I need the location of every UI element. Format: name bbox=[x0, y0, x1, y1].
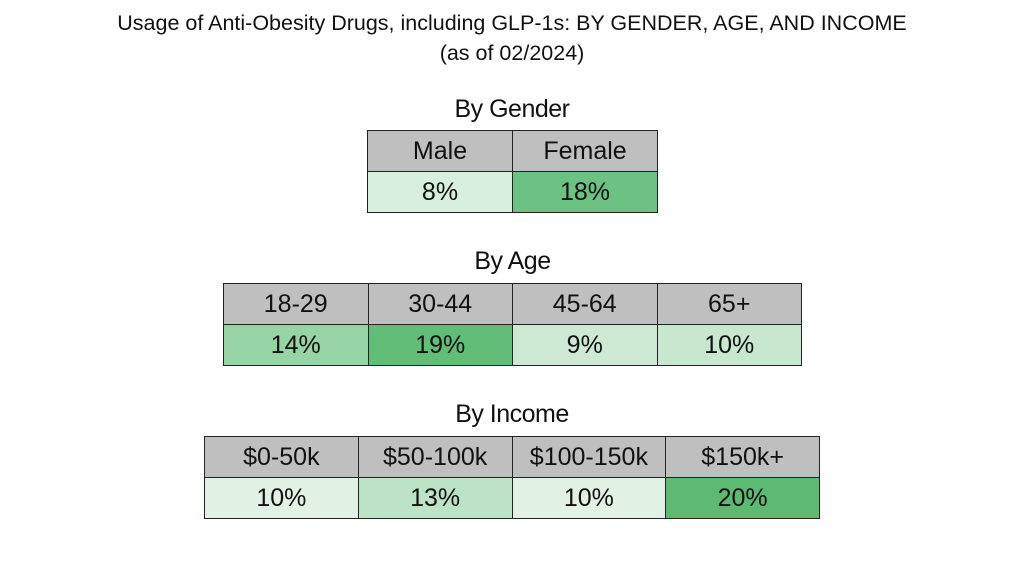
chart-title: Usage of Anti-Obesity Drugs, including G… bbox=[0, 8, 1024, 68]
gender-value-cell: 8% bbox=[367, 171, 513, 213]
gender-header-cell: Female bbox=[512, 130, 658, 172]
age-value-cell: 19% bbox=[367, 324, 513, 366]
age-value-cell: 9% bbox=[512, 324, 658, 366]
income-header-cell: $0-50k bbox=[204, 436, 359, 478]
age-header-cell: 18-29 bbox=[223, 283, 369, 325]
age-header-cell: 30-44 bbox=[367, 283, 513, 325]
income-header-cell: $50-100k bbox=[357, 436, 513, 478]
age-value-cell: 14% bbox=[223, 324, 369, 366]
income-value-cell: 20% bbox=[665, 477, 820, 519]
age-value-cell: 10% bbox=[656, 324, 802, 366]
age-table: 18-29 30-44 45-64 65+ 14% 19% 9% 10% bbox=[223, 283, 802, 366]
age-header-cell: 65+ bbox=[656, 283, 802, 325]
income-value-cell: 10% bbox=[511, 477, 667, 519]
income-header-cell: $150k+ bbox=[665, 436, 820, 478]
income-table: $0-50k $50-100k $100-150k $150k+ 10% 13%… bbox=[204, 436, 820, 519]
gender-header-cell: Male bbox=[367, 130, 513, 172]
gender-section-title: By Gender bbox=[454, 95, 570, 123]
age-section-title: By Age bbox=[474, 247, 551, 275]
income-header-cell: $100-150k bbox=[511, 436, 667, 478]
gender-table: Male Female 8% 18% bbox=[367, 130, 658, 213]
income-value-cell: 13% bbox=[357, 477, 513, 519]
gender-value-cell: 18% bbox=[512, 171, 658, 213]
chart-title-line-1: Usage of Anti-Obesity Drugs, including G… bbox=[117, 11, 907, 35]
income-value-cell: 10% bbox=[204, 477, 359, 519]
chart-title-line-2: (as of 02/2024) bbox=[439, 41, 585, 65]
age-header-cell: 45-64 bbox=[512, 283, 658, 325]
income-section-title: By Income bbox=[455, 400, 569, 428]
